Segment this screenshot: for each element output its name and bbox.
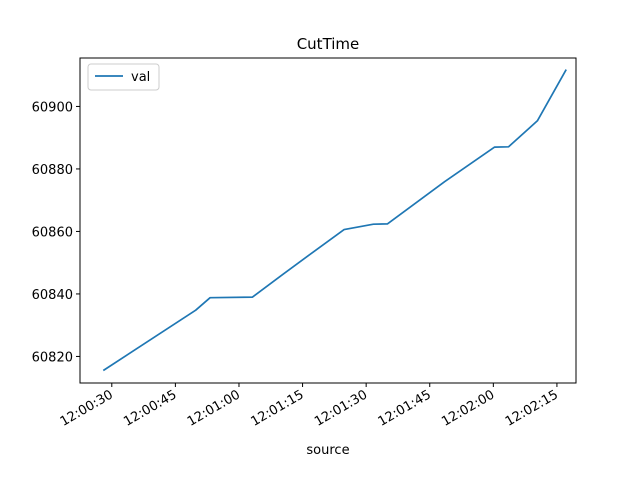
y-tick-label: 60860 xyxy=(32,225,73,240)
plot-area xyxy=(79,57,577,384)
series-line-val xyxy=(102,69,567,372)
legend: val xyxy=(87,63,160,91)
x-axis-label: source xyxy=(306,443,349,458)
y-tick-label: 60880 xyxy=(32,163,73,178)
y-tick-label: 60900 xyxy=(32,100,73,115)
chart-title: CutTime xyxy=(297,35,360,53)
legend-label: val xyxy=(131,70,150,85)
plot-frame xyxy=(79,57,577,384)
y-axis: 60820 60840 60860 60880 60900 xyxy=(32,100,80,365)
legend-box xyxy=(87,63,160,91)
y-tick-label: 60840 xyxy=(32,288,73,303)
y-tick-label: 60820 xyxy=(32,350,73,365)
